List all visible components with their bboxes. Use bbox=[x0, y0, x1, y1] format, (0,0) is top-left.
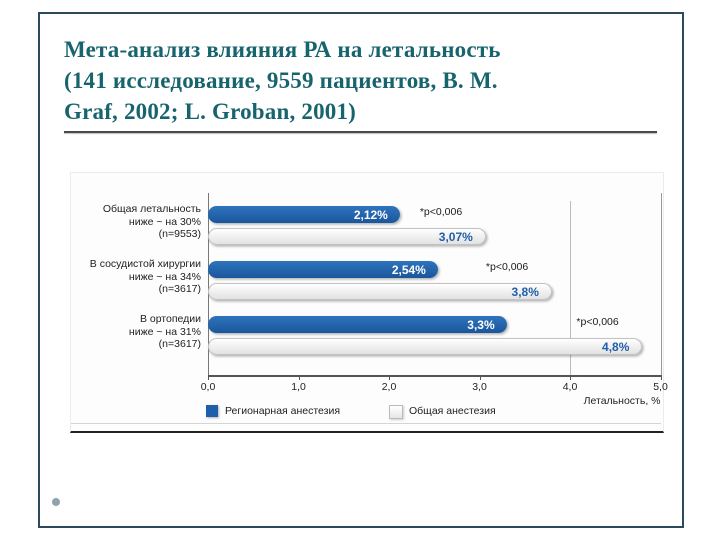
category-label: В сосудистой хирургии ниже ~ на 34% (n=361… bbox=[73, 258, 201, 296]
bar-general-anesthesia: 4,8% bbox=[208, 338, 643, 355]
bar-regional-anesthesia: 2,12% bbox=[208, 206, 400, 223]
bar-regional-anesthesia: 3,3% bbox=[208, 316, 507, 333]
x-tick-label: 2,0 bbox=[381, 381, 397, 393]
p-value-annotation: *p<0,006 bbox=[419, 206, 463, 218]
bar-regional-anesthesia: 2,54% bbox=[208, 261, 438, 278]
x-axis-title: Летальность, % bbox=[583, 395, 661, 407]
x-tick-mark bbox=[208, 375, 209, 380]
title-line-1: Мета-анализ влияния РА на летальность bbox=[64, 37, 501, 62]
title-line-3: Graf, 2002; L. Groban, 2001) bbox=[64, 99, 357, 124]
category-label-line: (n=3617) bbox=[158, 338, 201, 350]
bar-general-anesthesia: 3,07% bbox=[208, 228, 486, 245]
category-label-line: ниже ~ на 34% bbox=[128, 270, 201, 283]
gridline-4-percent bbox=[570, 201, 571, 375]
category-label-line: ниже ~ на 31% bbox=[128, 325, 201, 338]
x-tick-mark bbox=[298, 375, 300, 380]
category-label: В ортопедии ниже ~ на 31% (n=3617) bbox=[73, 313, 201, 351]
legend-swatch-regional bbox=[206, 405, 218, 417]
bar-value-label: 4,8% bbox=[602, 339, 630, 354]
p-value-annotation: *p<0,006 bbox=[485, 261, 529, 273]
legend-swatch-general bbox=[389, 405, 403, 419]
x-tick-label: 1,0 bbox=[291, 381, 306, 393]
meta-analysis-bar-chart: 0,0 1,0 2,0 3,0 4,0 5,0 Летальность, % Общая ле… bbox=[70, 172, 668, 433]
bar-value-label: 3,8% bbox=[511, 284, 539, 299]
x-tick-label: 3,0 bbox=[472, 381, 487, 393]
x-axis-line bbox=[208, 375, 661, 377]
category-label-line: (n=9553) bbox=[158, 228, 201, 240]
x-tick-mark bbox=[479, 375, 481, 380]
category-label-line: В сосудистой хирургии bbox=[89, 258, 201, 270]
category-label-line: В ортопедии bbox=[139, 313, 201, 325]
bar-general-anesthesia: 3,8% bbox=[208, 283, 552, 300]
y-axis-line bbox=[208, 193, 209, 375]
bar-value-label: 2,12% bbox=[353, 207, 388, 222]
legend-label-general: Общая анестезия bbox=[409, 405, 496, 417]
x-tick-label: 4,0 bbox=[562, 381, 578, 393]
slide-title: Мета-анализ влияния РА на летальность (1… bbox=[64, 34, 664, 127]
title-underline bbox=[64, 131, 657, 133]
x-tick-label: 5,0 bbox=[653, 381, 668, 393]
legend-label-regional: Регионарная анестезия bbox=[225, 405, 341, 417]
x-tick-label: 0,0 bbox=[200, 381, 216, 393]
plot-right-border bbox=[660, 193, 662, 375]
bullet-dot bbox=[52, 498, 60, 506]
title-line-2: (141 исследование, 9559 пациентов, B. M. bbox=[64, 68, 498, 93]
x-tick-mark bbox=[389, 375, 390, 380]
bar-value-label: 3,07% bbox=[438, 229, 473, 244]
category-label-line: Общая летальность bbox=[102, 203, 201, 215]
x-tick-mark bbox=[570, 375, 571, 380]
p-value-annotation: *p<0,006 bbox=[576, 316, 619, 328]
category-label-line: (n=3617) bbox=[158, 283, 201, 295]
legend-underline bbox=[71, 423, 661, 424]
bar-value-label: 2,54% bbox=[391, 262, 426, 277]
category-label-line: ниже ~ на 30% bbox=[128, 215, 201, 228]
x-tick-mark bbox=[660, 375, 662, 380]
bar-value-label: 3,3% bbox=[467, 317, 495, 332]
category-label: Общая летальность ниже ~ на 30% (n=9553) bbox=[73, 203, 201, 241]
